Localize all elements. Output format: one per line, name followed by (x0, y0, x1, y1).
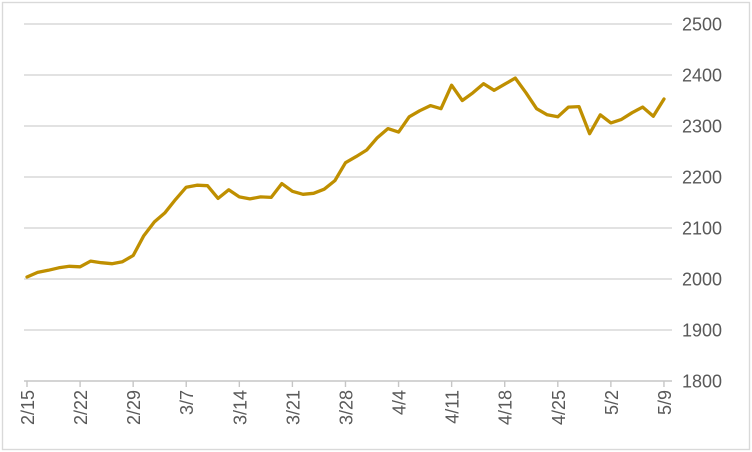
x-axis-label: 3/21 (283, 390, 303, 425)
price-line-series (25, 76, 666, 279)
y-axis-label: 1800 (682, 372, 722, 392)
x-axis-label: 4/18 (496, 390, 516, 425)
y-axis-label: 2000 (682, 270, 722, 290)
x-axis-label: 2/22 (71, 390, 91, 425)
y-axis-label: 2200 (682, 168, 722, 188)
y-axis-label: 2300 (682, 117, 722, 137)
x-axis-label: 5/9 (655, 390, 675, 415)
x-axis-label: 2/29 (124, 390, 144, 425)
x-axis-label: 4/11 (443, 390, 463, 424)
x-axis-label: 3/28 (336, 390, 356, 425)
x-axis-label: 5/2 (602, 390, 622, 415)
x-axis-label: 3/14 (230, 390, 250, 425)
x-axis-label: 4/4 (390, 390, 410, 415)
x-axis-label: 3/7 (177, 390, 197, 415)
y-axis-label: 1900 (682, 321, 722, 341)
x-axis-label: 4/25 (549, 390, 569, 425)
y-axis-label: 2400 (682, 66, 722, 86)
x-axis-label: 2/15 (18, 390, 38, 425)
y-axis-label: 2100 (682, 219, 722, 239)
y-axis-label: 2500 (682, 15, 722, 35)
